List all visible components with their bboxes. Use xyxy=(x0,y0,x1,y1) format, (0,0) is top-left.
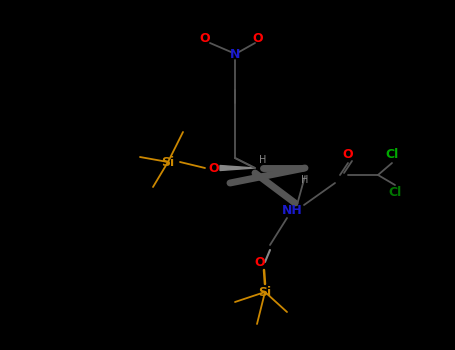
Text: H: H xyxy=(259,155,267,165)
Text: NH: NH xyxy=(282,203,303,217)
Text: Cl: Cl xyxy=(389,187,402,199)
Text: O: O xyxy=(255,256,265,268)
Text: Si: Si xyxy=(258,286,272,299)
Text: O: O xyxy=(343,148,354,161)
Text: O: O xyxy=(209,161,219,175)
Text: O: O xyxy=(253,32,263,44)
Text: Si: Si xyxy=(162,155,175,168)
Text: O: O xyxy=(200,32,210,44)
Polygon shape xyxy=(220,166,255,170)
Text: N: N xyxy=(230,49,240,62)
Text: Cl: Cl xyxy=(385,148,399,161)
Text: H: H xyxy=(301,175,308,185)
